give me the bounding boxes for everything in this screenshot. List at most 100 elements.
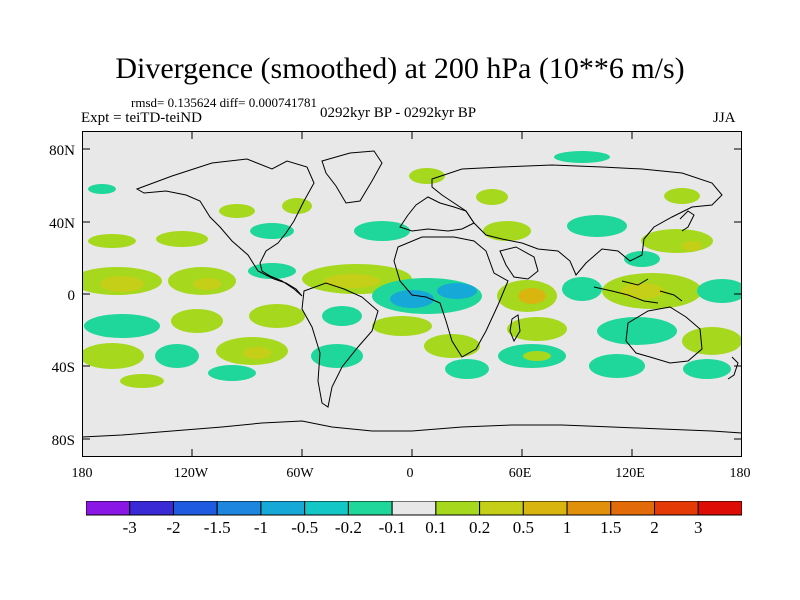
field-blob — [248, 263, 296, 279]
lat-label-40n: 40N — [49, 216, 75, 232]
field-blob — [282, 198, 312, 214]
lon-label-180e: 180 — [729, 466, 751, 481]
lat-label-80n: 80N — [49, 143, 75, 159]
coast-north-america — [135, 158, 315, 297]
lon-label-60w: 60W — [286, 466, 314, 481]
divergence-map — [82, 131, 742, 457]
coast-indonesia — [593, 278, 683, 304]
field-blob — [171, 309, 223, 333]
coast-madagascar — [509, 314, 521, 343]
colorbar-label: -0.5 — [291, 518, 319, 537]
colorbar-label: 3 — [694, 518, 703, 537]
field-blob — [322, 306, 362, 326]
colorbar-box — [391, 501, 437, 516]
field-blob — [250, 223, 294, 239]
colorbar-box — [304, 501, 349, 516]
field-blob — [219, 204, 255, 218]
field-blob — [682, 327, 742, 355]
field-blob — [554, 151, 610, 163]
colorbar-label: -2 — [166, 518, 181, 537]
field-blob — [372, 316, 432, 336]
field-blob — [562, 277, 602, 301]
field-blob — [518, 288, 546, 304]
colorbar-box — [610, 501, 656, 516]
lat-label-40s: 40S — [51, 360, 75, 376]
colorbar-box — [172, 501, 218, 516]
rmsd-diff-text: rmsd= 0.135624 diff= 0.000741781 — [131, 95, 317, 110]
coastlines — [82, 150, 742, 438]
colorbar-label: 0.2 — [468, 518, 491, 537]
colorbar-label: 1.5 — [600, 518, 622, 537]
colorbar-box — [697, 501, 742, 516]
field-blob — [354, 221, 410, 241]
coast-south-america — [301, 282, 379, 408]
period-label: 0292kyr BP - 0292kyr BP — [320, 105, 477, 121]
colorbar-label: 1 — [562, 518, 572, 537]
field-blob — [84, 314, 160, 338]
colorbar-box — [260, 501, 306, 516]
lon-ticks — [191, 131, 633, 457]
colorbar-label: -0.1 — [378, 518, 406, 537]
colorbar — [86, 501, 742, 516]
colorbar-box — [86, 501, 131, 516]
field-blob — [120, 374, 164, 388]
coast-arabia — [499, 246, 539, 280]
coast-japan — [679, 210, 695, 232]
field-blob — [208, 365, 256, 381]
field-blob — [483, 221, 531, 241]
field-blob — [193, 278, 221, 290]
colorbar-box — [216, 501, 262, 516]
field-blob — [523, 351, 551, 361]
colorbar-label: -3 — [122, 518, 137, 537]
field-blob — [589, 354, 645, 378]
lon-label-180w: 180 — [71, 466, 93, 481]
field-blob — [311, 344, 363, 368]
colorbar-label: 2 — [650, 518, 659, 537]
colorbar-box — [479, 501, 524, 516]
lon-label-120w: 120W — [173, 466, 209, 481]
field-blob — [445, 359, 489, 379]
colorbar-box — [129, 501, 174, 516]
colorbar-label: 0.1 — [425, 518, 447, 537]
colorbar-label: -1 — [253, 518, 268, 537]
field-blob — [82, 343, 144, 369]
experiment-label: Expt = teiTD-teiND — [81, 110, 202, 126]
colorbar-box — [522, 501, 568, 516]
coast-australia — [625, 306, 703, 364]
field-blob — [476, 189, 508, 205]
coast-new-zealand — [727, 356, 739, 380]
field-blob — [683, 359, 731, 379]
colorbar-label: -0.2 — [334, 518, 362, 537]
field-blob — [88, 184, 116, 194]
plot-title: Divergence (smoothed) at 200 hPa (10**6 … — [115, 52, 685, 85]
field-blob — [424, 334, 480, 358]
field-blob — [624, 251, 660, 267]
field-blob — [697, 279, 742, 303]
coast-greenland — [321, 150, 383, 204]
field-blob — [567, 215, 627, 237]
colorbar-box — [435, 501, 481, 516]
lon-label-120e: 120E — [615, 466, 645, 481]
lat-ticks — [82, 148, 742, 440]
season-label: JJA — [713, 110, 736, 126]
coast-africa — [393, 236, 509, 358]
field-blob — [100, 276, 144, 292]
field-blob — [156, 231, 208, 247]
field-blob — [664, 188, 700, 204]
lon-label-0: 0 — [406, 466, 414, 481]
divergence-field — [82, 151, 742, 388]
field-blob — [409, 168, 445, 184]
lat-label-80s: 80S — [51, 433, 75, 449]
field-blob — [155, 344, 199, 368]
field-blob — [682, 241, 702, 251]
coast-eurasia — [431, 164, 723, 276]
field-blob — [620, 283, 664, 299]
field-blob — [641, 229, 713, 253]
colorbar-box — [566, 501, 612, 516]
field-blob — [88, 234, 136, 248]
coast-antarctica — [82, 420, 742, 438]
colorbar-label: 0.5 — [512, 518, 534, 537]
colorbar-box — [654, 501, 699, 516]
field-blob — [390, 290, 434, 308]
colorbar-box — [347, 501, 393, 516]
